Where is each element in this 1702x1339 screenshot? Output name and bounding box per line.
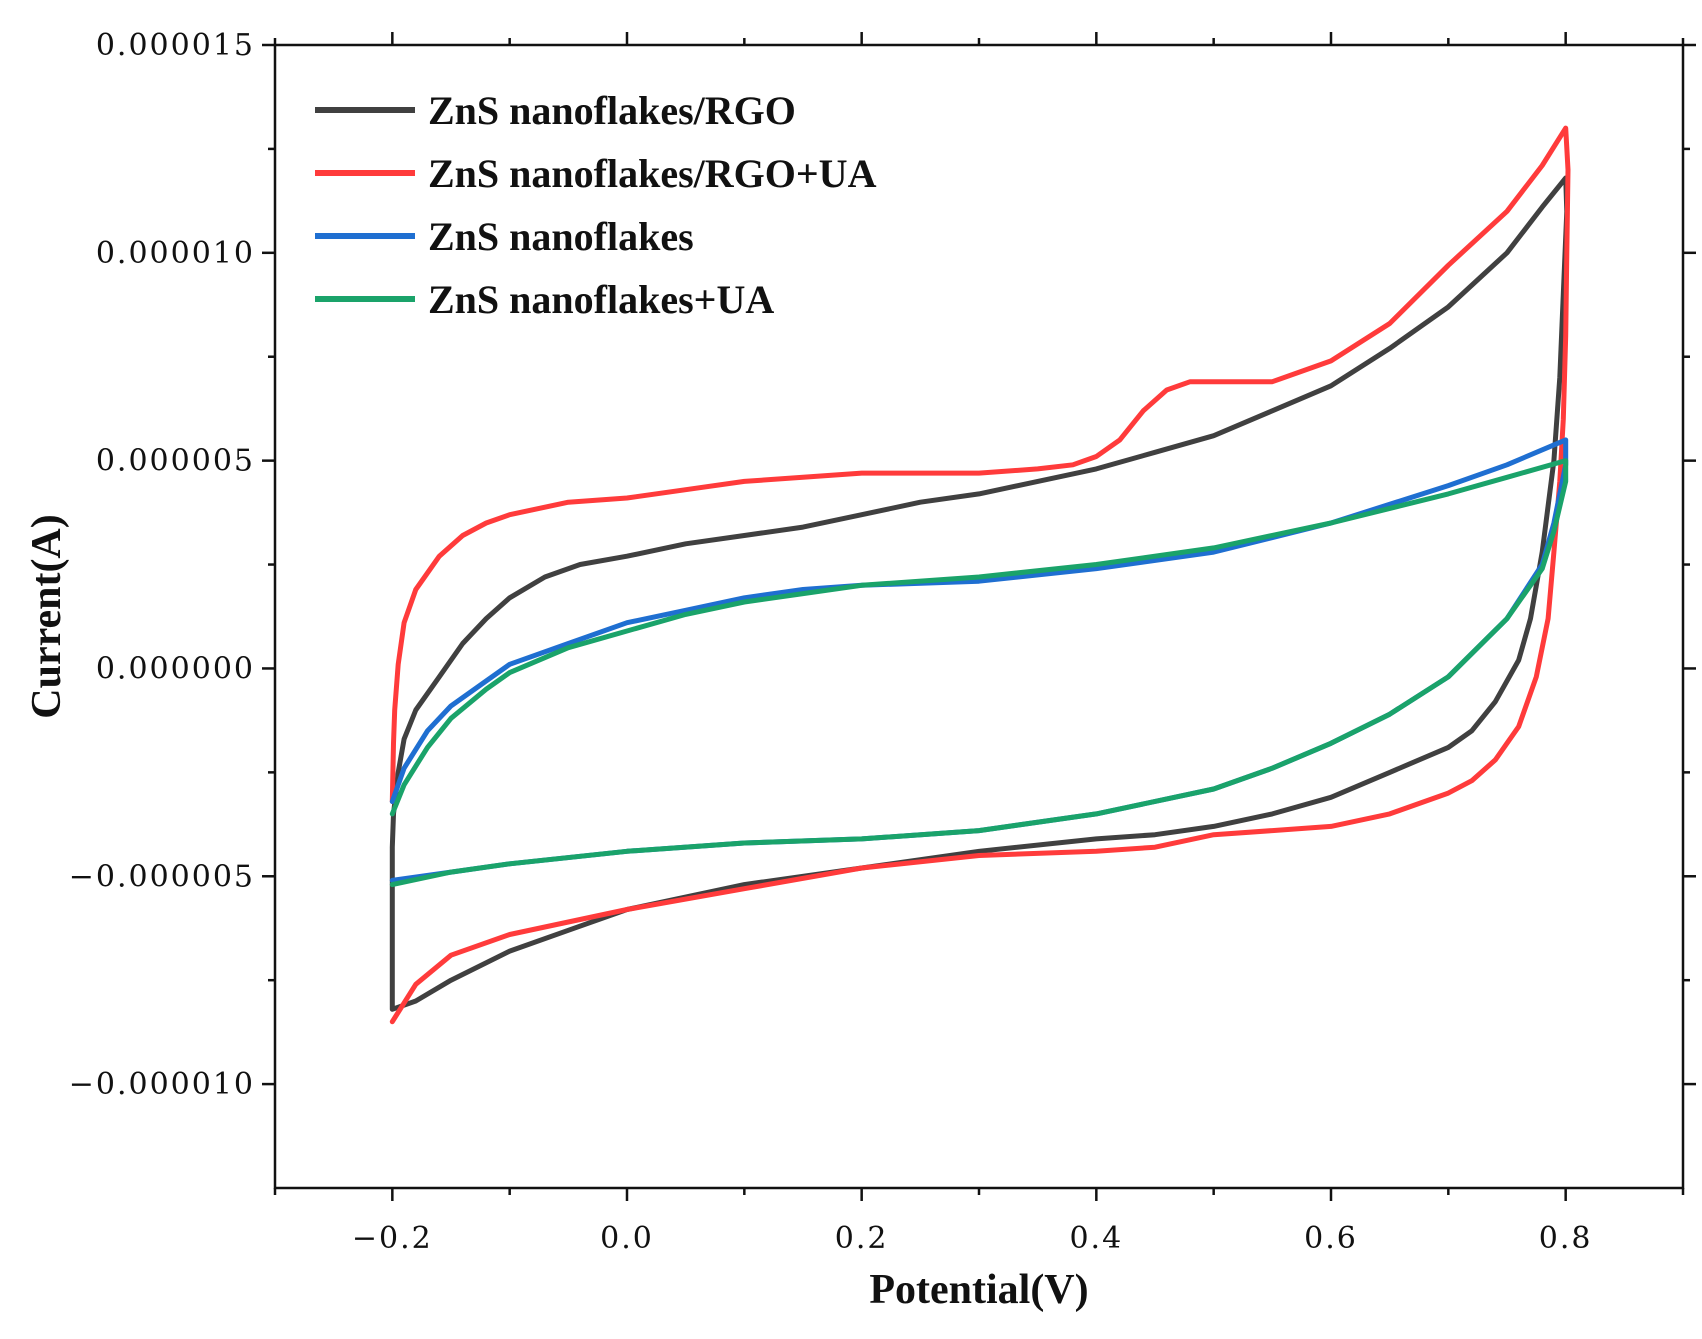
- x-tick-label: 0.0: [600, 1221, 654, 1256]
- legend-label: ZnS nanoflakes/RGO+UA: [428, 151, 877, 196]
- legend-label: ZnS nanoflakes: [428, 214, 694, 259]
- x-tick-label: −0.2: [352, 1221, 433, 1256]
- x-tick-label: 0.8: [1539, 1221, 1593, 1256]
- tick-layer: −0.2 0.0 0.2 0.4 0.6 0.8 −0.000010 −0.000005 0.0…: [69, 28, 1696, 1256]
- series-layer: [389, 125, 1571, 1025]
- series-line: [389, 125, 1571, 1025]
- y-tick-label: 0.000000: [96, 651, 255, 686]
- x-tick-label: 0.4: [1069, 1221, 1123, 1256]
- legend: ZnS nanoflakes/RGO ZnS nanoflakes/RGO+UA Z…: [315, 88, 877, 322]
- x-tick-label: 0.2: [835, 1221, 889, 1256]
- y-tick-label: −0.000010: [69, 1067, 255, 1102]
- legend-label: ZnS nanoflakes+UA: [428, 277, 774, 322]
- y-axis-title: Current(A): [24, 514, 70, 719]
- y-tick-label: 0.000015: [96, 28, 255, 63]
- legend-label: ZnS nanoflakes/RGO: [428, 88, 796, 133]
- y-tick-label: 0.000010: [96, 236, 255, 271]
- y-tick-label: 0.000005: [96, 444, 255, 479]
- x-axis-title: Potential(V): [869, 1267, 1088, 1313]
- x-tick-label: 0.6: [1304, 1221, 1358, 1256]
- series-line: [389, 458, 1569, 888]
- y-tick-label: −0.000005: [69, 859, 255, 894]
